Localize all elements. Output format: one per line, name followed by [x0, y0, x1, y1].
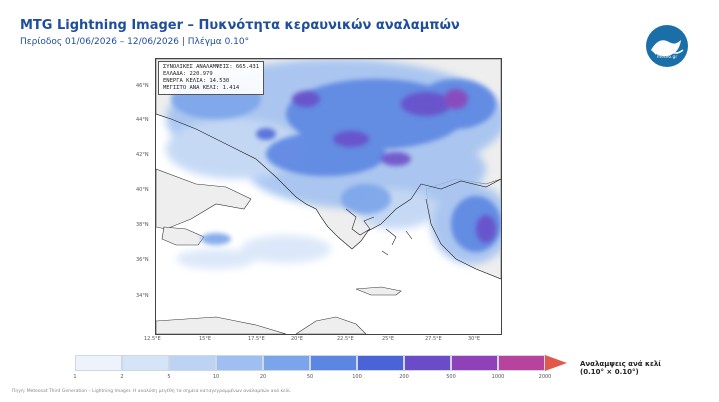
- colorbar-arrow-icon: [545, 355, 567, 371]
- colorbar-tick-label: 50: [306, 374, 314, 380]
- lat-tick: 36°N: [136, 257, 149, 263]
- lat-tick: 40°N: [136, 187, 149, 193]
- lon-tick: 12.5°E: [144, 336, 161, 342]
- libya-land: [156, 316, 287, 334]
- colorbar-tick-label: 10: [212, 374, 220, 380]
- density-layer-high: [256, 89, 496, 243]
- coastline-layer: [156, 113, 501, 280]
- colorbar-segment: [169, 355, 216, 371]
- colorbar: [75, 355, 545, 371]
- page-subtitle: Περίοδος 01/06/2026 – 12/06/2026 | Πλέγμ…: [20, 37, 250, 47]
- colorbar-segment: [263, 355, 310, 371]
- statistics-infobox: ΣΥΝΟΛΙΚΕΣ ΑΝΑΛΑΜΨΕΙΣ: 665.431 ΕΛΛΑΔΑ: 22…: [158, 61, 265, 95]
- sicily-land: [161, 226, 205, 246]
- colorbar-tick-label: 20: [259, 374, 267, 380]
- colorbar-segment: [357, 355, 404, 371]
- colorbar-subtitle: (0.10° × 0.10°): [580, 368, 639, 376]
- libya-land-east: [295, 316, 367, 334]
- lon-tick: 15°E: [199, 336, 212, 342]
- colorbar-tick-label: 2000: [538, 374, 552, 380]
- colorbar-segment: [451, 355, 498, 371]
- colorbar-segment: [498, 355, 545, 371]
- lightning-density-map[interactable]: ΣΥΝΟΛΙΚΕΣ ΑΝΑΛΑΜΨΕΙΣ: 665.431 ΕΛΛΑΔΑ: 22…: [155, 58, 502, 335]
- crete-land: [355, 286, 402, 296]
- colorbar-legend: Αναλαμψεις ανά κελί (0.10° × 0.10°): [580, 360, 661, 376]
- map-canvas: [156, 59, 501, 334]
- page-title: MTG Lightning Imager – Πυκνότητα κεραυνι…: [20, 18, 460, 33]
- infobox-active-cells: ΕΝΕΡΓΑ ΚΕΛΙΑ: 14.530: [163, 78, 230, 84]
- lat-tick: 34°N: [136, 293, 149, 299]
- colorbar-segment: [216, 355, 263, 371]
- colorbar-segment: [122, 355, 169, 371]
- colorbar-tick-label: 100: [352, 374, 362, 380]
- wave-logo-icon: meteo.gr: [645, 24, 689, 68]
- source-footnote: Πηγή: Meteosat Third Generation – Lightn…: [12, 389, 292, 394]
- colorbar-tick-label: 200: [399, 374, 409, 380]
- infobox-total: ΣΥΝΟΛΙΚΕΣ ΑΝΑΛΑΜΨΕΙΣ: 665.431: [163, 64, 260, 70]
- colorbar-tick-label: 5: [167, 374, 171, 380]
- lat-tick: 38°N: [136, 222, 149, 228]
- italy-land: [156, 168, 252, 230]
- lon-tick: 20°E: [291, 336, 304, 342]
- lon-tick: 17.5°E: [248, 336, 265, 342]
- colorbar-tick-label: 2: [120, 374, 124, 380]
- lon-tick: 22.5°E: [337, 336, 354, 342]
- colorbar-segment: [404, 355, 451, 371]
- colorbar-title: Αναλαμψεις ανά κελί: [580, 360, 662, 368]
- lat-tick: 44°N: [136, 117, 149, 123]
- lon-tick: 27.5°E: [425, 336, 442, 342]
- colorbar-tick-label: 500: [446, 374, 456, 380]
- colorbar-tick-label: 1000: [491, 374, 505, 380]
- lat-tick: 46°N: [136, 83, 149, 89]
- lat-tick: 42°N: [136, 152, 149, 158]
- lon-tick: 30°E: [468, 336, 481, 342]
- colorbar-segment: [75, 355, 122, 371]
- lon-tick: 25°E: [382, 336, 395, 342]
- colorbar-segment: [310, 355, 357, 371]
- logo-text: meteo.gr: [656, 55, 678, 60]
- infobox-max-cell: ΜΕΓΙΣΤΟ ΑΝΑ ΚΕΛΙ: 1.414: [163, 85, 240, 91]
- infobox-greece: ΕΛΛΑΔΑ: 220.979: [163, 71, 213, 77]
- colorbar-tick-label: 1: [73, 374, 77, 380]
